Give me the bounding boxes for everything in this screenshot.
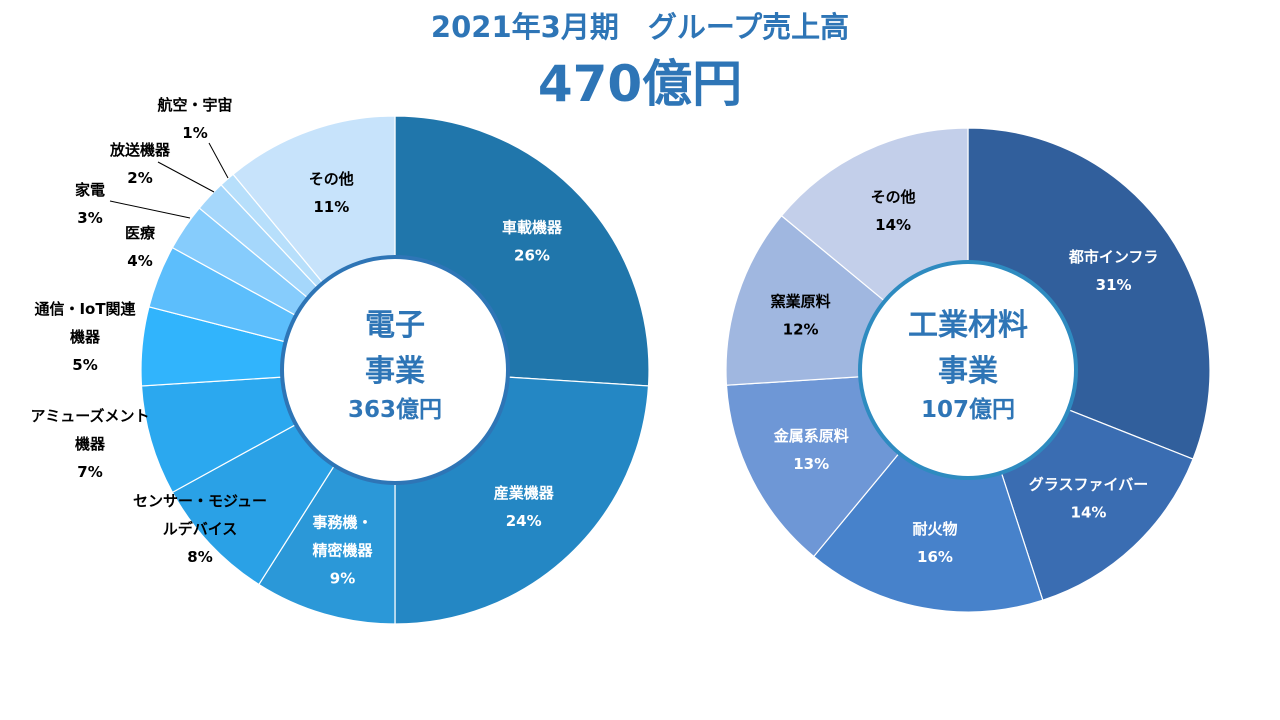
slice-value-label: 16% <box>917 548 953 566</box>
slice-category-label: 都市インフラ <box>1068 248 1159 266</box>
donut-chart-2: 都市インフラ 31% グラスファイバー 14% 耐火物 16% 金属系原料 13% 窯業原料 12… <box>725 127 1211 613</box>
slice-category-label: その他 <box>309 170 354 188</box>
slice-category-label: 耐火物 <box>912 520 957 538</box>
slice-category-label: アミューズメント <box>31 407 150 425</box>
slice-category-label: その他 <box>871 188 916 206</box>
donut-center <box>858 260 1078 480</box>
center-label: 電子 <box>365 308 425 343</box>
center-label: 工業材料 <box>908 308 1028 343</box>
slice-value-label: 1% <box>182 124 207 142</box>
slice-category-label: 機器 <box>70 328 101 346</box>
slice-value-label: 24% <box>506 512 542 530</box>
center-value: 107億円 <box>921 396 1015 423</box>
slice-category-label: センサー・モジュー <box>133 492 267 510</box>
chart-total: 470億円 <box>537 55 743 113</box>
slice-category-label: 放送機器 <box>109 141 171 159</box>
slice-category-label: 車載機器 <box>502 218 563 236</box>
slice-category-label: 産業機器 <box>494 484 555 502</box>
slice-category-label: グラスファイバー <box>1029 475 1148 493</box>
center-label: 事業 <box>938 354 998 389</box>
donut-center <box>280 255 510 485</box>
slice-category-label: 精密機器 <box>312 542 373 560</box>
slice-value-label: 8% <box>187 548 212 566</box>
center-label: 事業 <box>365 354 425 389</box>
slice-category-label: ルデバイス <box>163 520 238 538</box>
slice-value-label: 12% <box>783 321 819 339</box>
slice-value-label: 9% <box>330 570 355 588</box>
slice-value-label: 4% <box>127 252 152 270</box>
slice-category-label: 金属系原料 <box>773 427 849 445</box>
slice-category-label: 家電 <box>75 181 105 199</box>
slice-category-label: 航空・宇宙 <box>157 96 232 114</box>
slice-category-label: 通信・IoT関連 <box>34 300 136 318</box>
leader-line <box>109 200 191 219</box>
leader-line <box>208 142 229 179</box>
slice-value-label: 14% <box>875 216 911 234</box>
slice-value-label: 26% <box>514 246 550 264</box>
slice-value-label: 11% <box>313 198 349 216</box>
slice-value-label: 14% <box>1071 503 1107 521</box>
slice-value-label: 5% <box>72 356 97 374</box>
slice-category-label: 機器 <box>75 435 106 453</box>
chart-title: 2021年3月期 グループ売上高 <box>430 10 850 44</box>
slice-category-label: 医療 <box>125 224 156 242</box>
slice-value-label: 2% <box>127 169 152 187</box>
leader-line <box>157 161 215 193</box>
slice-value-label: 7% <box>77 463 102 481</box>
slice-value-label: 13% <box>793 455 829 473</box>
slice-category-label: 事務機・ <box>312 514 372 532</box>
slice-value-label: 31% <box>1096 276 1132 294</box>
slice-value-label: 3% <box>77 209 102 227</box>
slice-category-label: 窯業原料 <box>771 293 831 311</box>
center-value: 363億円 <box>348 396 442 423</box>
